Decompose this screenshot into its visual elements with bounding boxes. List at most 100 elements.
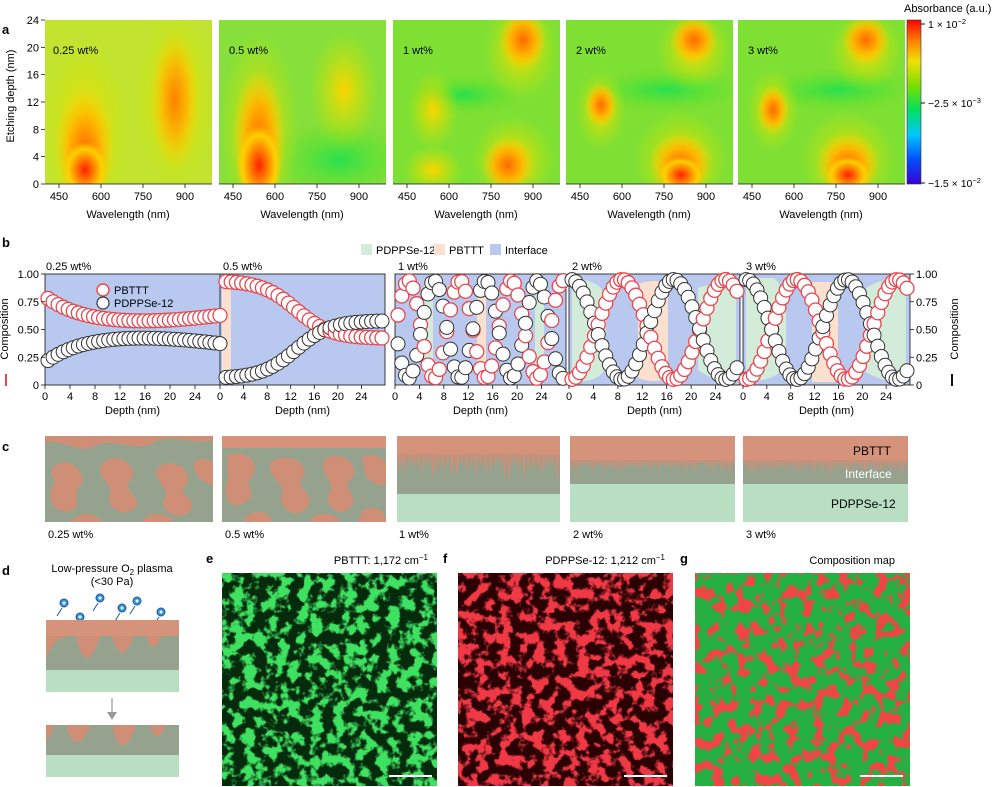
xlabel: Wavelength (nm) (86, 209, 169, 221)
xlabel: Depth (nm) (275, 405, 330, 417)
ytick-label: 24 (27, 15, 39, 27)
marker-pdppse (458, 360, 473, 376)
colorbar-bottom: −1.5 × 10−2 (928, 176, 981, 190)
xtick-label: 600 (266, 191, 284, 203)
xlabel: Depth (nm) (105, 405, 160, 417)
xlabel: Wavelength (nm) (434, 209, 517, 221)
panel-b-ylabel-right: Composition (949, 298, 961, 359)
marker-pbttt (532, 367, 549, 383)
morphology-0.25wt (45, 436, 213, 522)
panel-a-yticks: 0 4 8 12 16 20 24 (27, 15, 45, 191)
xlabel: Wavelength (nm) (779, 209, 862, 221)
marker-pbttt (469, 344, 485, 360)
plot-label: 0.5 wt% (223, 261, 262, 273)
marker-pbttt (517, 328, 534, 344)
panel-f: PDPPSe-12: 1,212 cm−1 (458, 553, 673, 786)
marker-pdppse (416, 304, 432, 320)
marker-pdppse (495, 346, 511, 362)
xtick-label: 20 (856, 391, 868, 403)
ytick-label: 0.75 (18, 297, 39, 309)
legend-marker-pdppse (96, 296, 110, 310)
panel-a-ylabel: Etching depth (nm) (5, 50, 17, 143)
heatmap-label: 3 wt% (748, 45, 778, 57)
ion-arrow (56, 607, 63, 617)
marker-pdppse (484, 285, 500, 301)
xtick-label: 600 (92, 191, 110, 203)
marker-pbttt (729, 283, 745, 299)
marker-pbttt (521, 348, 537, 365)
heatmap-1wt: 1 wt% (393, 20, 560, 184)
xtick-label: 900 (524, 191, 542, 203)
xtick-label: 450 (571, 191, 589, 203)
ytick-label: 0 (33, 179, 39, 191)
ytick-label-right: 1.00 (916, 269, 937, 281)
marker-pbttt (547, 292, 564, 308)
xtick-label: 750 (827, 191, 845, 203)
film-before-pbttt (46, 620, 179, 636)
xtick-label: 8 (441, 391, 447, 403)
panel-letter-b: b (2, 235, 10, 250)
marker-pbttt (390, 307, 406, 323)
xtick-label: 20 (685, 391, 697, 403)
marker-pbttt (495, 297, 511, 313)
morphology-label: 0.5 wt% (225, 529, 264, 541)
ytick-label: 16 (27, 70, 39, 82)
heatmap-3wt: 3 wt% (738, 20, 905, 184)
ytick-label-right: 0.50 (916, 325, 937, 337)
heatmap-label: 2 wt% (576, 45, 606, 57)
xtick-label: 24 (880, 391, 892, 403)
marker-pdppse (439, 319, 455, 335)
xtick-label: 12 (285, 391, 297, 403)
xtick-label: 600 (613, 191, 631, 203)
panel-b-ticks: 0 00.25 0.250.50 0.500.75 0.751.00 1.000 4 8 12 1… (18, 269, 938, 417)
xtick-label: 450 (743, 191, 761, 203)
marker-pdppse (405, 363, 421, 379)
xtick-label: 750 (655, 191, 673, 203)
panel-e: PBTTT: 1,172 cm−1 (222, 553, 437, 786)
xtick-label: 900 (697, 191, 715, 203)
xtick-label: 12 (636, 391, 648, 403)
marker-pdppse (533, 276, 548, 292)
film-before-spikes (46, 636, 162, 660)
xtick-label: 8 (615, 391, 621, 403)
xtick-label: 4 (764, 391, 770, 403)
marker-pbttt (544, 312, 560, 329)
panel-letter-d: d (2, 563, 10, 578)
xtick-label: 600 (440, 191, 458, 203)
ion-arrow (129, 605, 136, 615)
xtick-label: 450 (224, 191, 242, 203)
plot-label: 1 wt% (398, 261, 428, 273)
ytick-label-right: 0.25 (916, 352, 937, 364)
morphology-label: 3 wt% (746, 529, 776, 541)
xtick-label: 16 (487, 391, 499, 403)
xtick-label: 450 (50, 191, 68, 203)
layer-label-interface: Interface (845, 467, 892, 481)
xlabel: Wavelength (nm) (607, 209, 690, 221)
morphology-label: 1 wt% (399, 529, 429, 541)
legend-interface: Interface (505, 245, 548, 257)
marker-pbttt (374, 330, 390, 346)
xtick-label: 8 (264, 391, 270, 403)
marker-pbttt (431, 361, 447, 378)
xtick-label: 12 (114, 391, 126, 403)
panel-c: 0.25 wt% 0.5 wt% 1 wt% 2 wt% 3 wt% PBTTT… (45, 436, 908, 541)
xtick-label: 16 (139, 391, 151, 403)
ion-arrow (92, 602, 99, 612)
xtick-label: 900 (350, 191, 368, 203)
xtick-label: 4 (416, 391, 422, 403)
plot-label: 3 wt% (746, 261, 776, 273)
heatmap-label: 0.5 wt% (229, 45, 268, 57)
colorbar-mid: −2.5 × 10−3 (928, 96, 981, 110)
composition-markers (40, 271, 915, 388)
legend-swatch-pdppse (361, 244, 372, 255)
xtick-label: 600 (785, 191, 803, 203)
panel-a: Etching depth (nm) 0 4 8 12 16 20 24 0.25 wt% (5, 3, 991, 221)
legend-pdppse: PDPPSe-12 (376, 245, 435, 257)
xtick-label: 900 (176, 191, 194, 203)
panel-b-ylabel-left: Composition (0, 298, 11, 359)
morphology-2wt (570, 436, 735, 522)
plot-label: 0.25 wt% (46, 261, 91, 273)
colorbar: Absorbance (a.u.) 1 × 10−2 −2.5 × 10−3 −… (904, 3, 991, 190)
morphology-label: 2 wt% (573, 529, 603, 541)
